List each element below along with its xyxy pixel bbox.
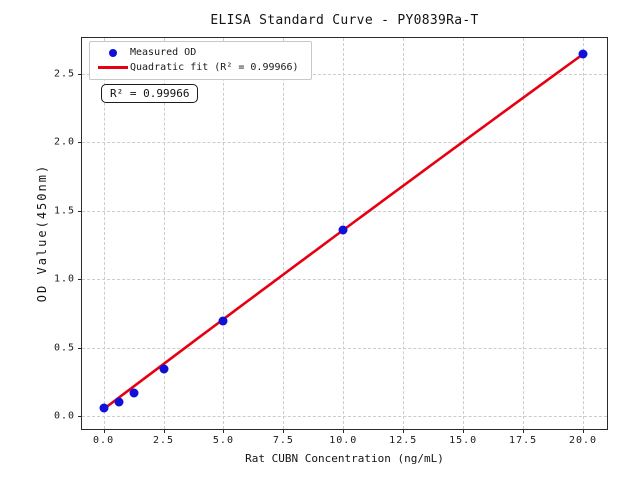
chart-title: ELISA Standard Curve - PY0839Ra-T xyxy=(210,13,479,28)
data-point xyxy=(218,316,228,326)
y-gridline xyxy=(82,347,607,349)
x-tick-mark xyxy=(523,429,525,433)
x-tick-mark xyxy=(463,429,465,433)
x-gridline xyxy=(283,38,285,429)
x-tick-mark xyxy=(583,429,585,433)
y-gridline xyxy=(82,279,607,281)
x-gridline xyxy=(463,38,465,429)
y-tick-mark xyxy=(78,415,82,417)
data-point xyxy=(129,388,139,398)
y-tick-mark xyxy=(78,347,82,349)
x-tick-label: 15.0 xyxy=(449,435,478,446)
legend-item-measured-od: Measured OD xyxy=(96,47,299,58)
x-tick-label: 7.5 xyxy=(272,435,294,446)
x-gridline xyxy=(223,38,225,429)
data-point xyxy=(578,49,588,59)
x-tick-mark xyxy=(403,429,405,433)
y-tick-mark xyxy=(78,73,82,75)
x-tick-label: 10.0 xyxy=(329,435,358,446)
legend-label-measured-od: Measured OD xyxy=(130,47,197,58)
y-tick-label: 2.0 xyxy=(53,136,75,148)
y-gridline xyxy=(82,210,607,212)
line-marker-icon xyxy=(98,66,128,69)
y-gridline xyxy=(82,415,607,417)
x-tick-mark xyxy=(163,429,165,433)
data-point xyxy=(338,225,348,235)
scatter-marker-icon xyxy=(109,48,117,57)
data-point xyxy=(159,364,168,374)
x-tick-mark xyxy=(283,429,285,433)
y-tick-label: 0.0 xyxy=(53,410,75,422)
y-tick-mark xyxy=(78,210,82,212)
x-tick-label: 20.0 xyxy=(568,435,598,446)
legend-swatch xyxy=(96,66,130,69)
x-gridline xyxy=(403,38,405,429)
y-tick-label: 2.5 xyxy=(53,68,75,80)
y-axis-label: OD Value(450nm) xyxy=(35,163,49,303)
legend-item-quadratic-fit: Quadratic fit (R² = 0.99966) xyxy=(96,62,299,73)
x-gridline xyxy=(583,38,585,429)
legend-label-quadratic-fit: Quadratic fit (R² = 0.99966) xyxy=(130,62,299,73)
y-tick-mark xyxy=(78,279,82,281)
x-tick-label: 2.5 xyxy=(152,435,175,446)
data-point xyxy=(114,397,124,407)
data-point xyxy=(99,403,109,413)
x-gridline xyxy=(163,38,165,429)
legend-swatch xyxy=(96,48,130,57)
x-tick-label: 5.0 xyxy=(212,435,234,446)
legend: Measured OD Quadratic fit (R² = 0.99966) xyxy=(89,41,312,80)
x-gridline xyxy=(523,38,525,429)
x-tick-mark xyxy=(103,429,105,433)
x-gridline xyxy=(103,38,105,429)
y-tick-mark xyxy=(78,142,82,144)
x-tick-mark xyxy=(343,429,345,433)
y-gridline xyxy=(82,142,607,144)
x-tick-label: 12.5 xyxy=(389,435,418,446)
x-tick-mark xyxy=(223,429,225,433)
x-tick-label: 0.0 xyxy=(93,435,115,446)
plot-area: Measured OD Quadratic fit (R² = 0.99966)… xyxy=(54,37,608,446)
y-tick-label: 0.5 xyxy=(53,342,75,353)
x-axis-label: Rat CUBN Concentration (ng/mL) xyxy=(245,452,444,465)
r-squared-annotation: R² = 0.99966 xyxy=(101,84,199,103)
y-gridline xyxy=(82,73,607,75)
y-tick-label: 1.0 xyxy=(53,273,75,285)
x-tick-label: 17.5 xyxy=(509,435,538,446)
y-tick-label: 1.5 xyxy=(53,205,75,217)
